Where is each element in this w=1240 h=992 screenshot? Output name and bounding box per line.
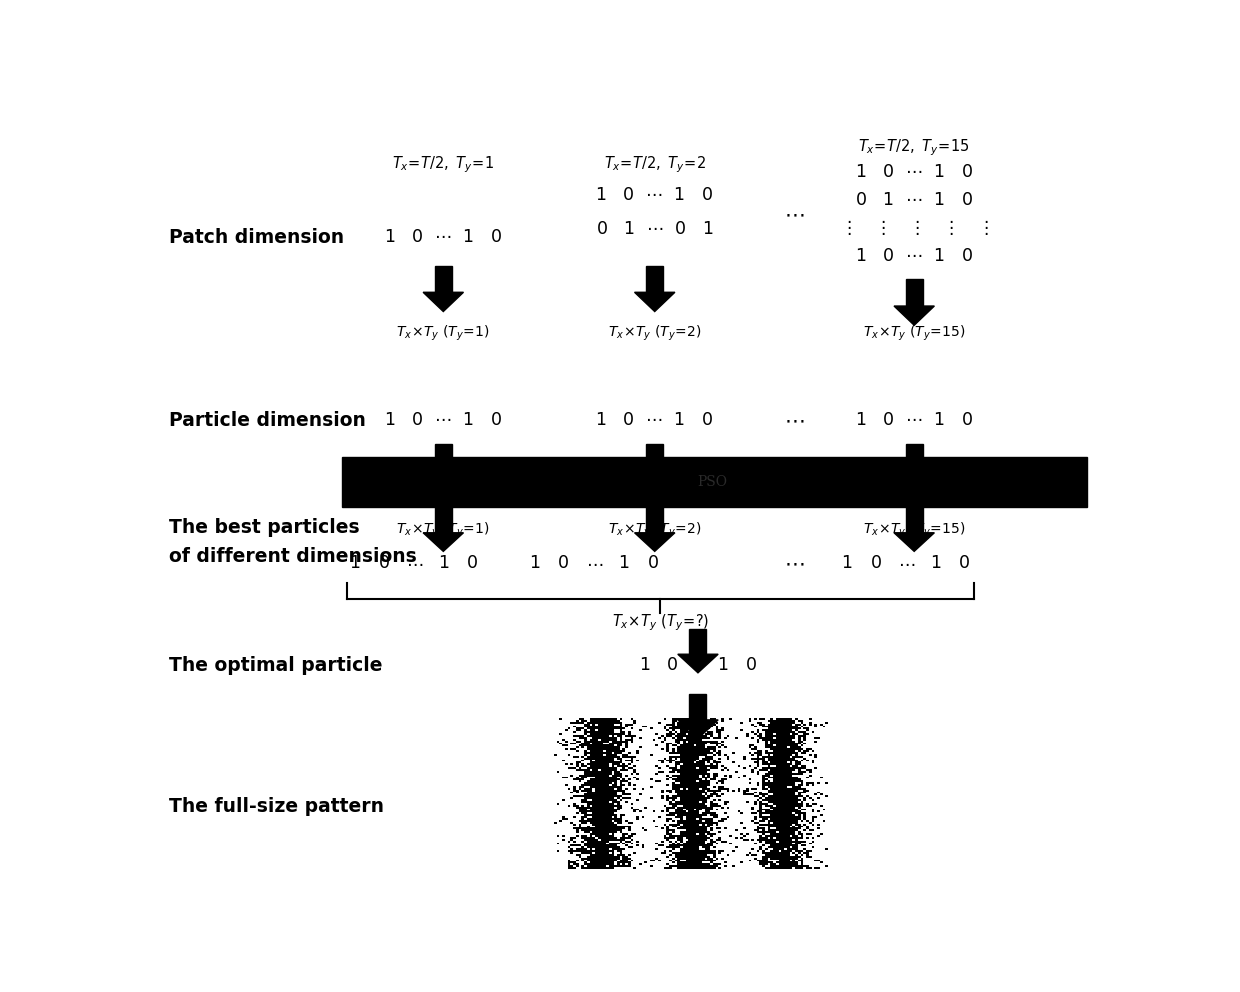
Text: The optimal particle: The optimal particle (170, 656, 383, 675)
Text: $1$: $1$ (529, 556, 541, 572)
Polygon shape (689, 694, 707, 720)
Text: $T_x\!\times\!T_y\ (T_y\!=\!?)$: $T_x\!\times\!T_y\ (T_y\!=\!?)$ (611, 612, 709, 633)
Polygon shape (894, 533, 935, 552)
Text: $0$: $0$ (869, 556, 882, 572)
Text: $0\ \ \ 1\ \ \cdots\ \ 1\ \ \ 0$: $0\ \ \ 1\ \ \cdots\ \ 1\ \ \ 0$ (854, 192, 973, 209)
Text: $1\ \ \ 0\ \ \cdots\ \ 1\ \ \ 0$: $1\ \ \ 0\ \ \cdots\ \ 1\ \ \ 0$ (595, 186, 714, 204)
Text: $T_x\!\times\!T_y\ (T_y\!=\!1)$: $T_x\!\times\!T_y\ (T_y\!=\!1)$ (397, 323, 490, 342)
Text: $\cdots$: $\cdots$ (784, 412, 805, 431)
Polygon shape (689, 629, 707, 654)
Polygon shape (894, 306, 935, 325)
Text: $T_x\!=\!T/2,\ T_y\!=\!1$: $T_x\!=\!T/2,\ T_y\!=\!1$ (392, 155, 495, 176)
Polygon shape (905, 507, 923, 533)
Text: $0$: $0$ (466, 556, 479, 572)
Text: $T_x\!=\!T/2,\ T_y\!=\!15$: $T_x\!=\!T/2,\ T_y\!=\!15$ (858, 137, 970, 158)
Text: $\cdots$: $\cdots$ (405, 556, 423, 572)
Text: $1$: $1$ (619, 556, 630, 572)
Text: $0$: $0$ (647, 556, 658, 572)
Text: $\cdots$: $\cdots$ (784, 555, 805, 573)
Text: $\cdots$: $\cdots$ (784, 205, 805, 224)
Text: Patch dimension: Patch dimension (170, 228, 345, 247)
Polygon shape (678, 720, 718, 738)
Text: $1$: $1$ (930, 556, 941, 572)
Polygon shape (905, 443, 923, 469)
Text: The best particles: The best particles (170, 518, 360, 538)
Text: The full-size pattern: The full-size pattern (170, 797, 384, 816)
Polygon shape (635, 469, 675, 488)
Text: $1$: $1$ (438, 556, 449, 572)
Text: $1\ \ \ 0\ \ \cdots\ \ 1\ \ \ 0$: $1\ \ \ 0\ \ \cdots\ \ 1\ \ \ 0$ (384, 413, 502, 430)
Text: $T_x\!\times\!T_y\ (T_y\!=\!1)$: $T_x\!\times\!T_y\ (T_y\!=\!1)$ (397, 521, 490, 540)
Polygon shape (678, 654, 718, 673)
Polygon shape (646, 507, 663, 533)
Polygon shape (423, 293, 464, 311)
Text: $0$: $0$ (959, 556, 970, 572)
Text: $\vdots\quad\vdots\quad\vdots\quad\vdots\quad\vdots$: $\vdots\quad\vdots\quad\vdots\quad\vdots… (839, 218, 988, 237)
Text: $1\ \ \ 0\ \ \cdots\ \ 1\ \ \ 0$: $1\ \ \ 0\ \ \cdots\ \ 1\ \ \ 0$ (854, 248, 973, 265)
Polygon shape (423, 533, 464, 552)
Polygon shape (905, 280, 923, 306)
Polygon shape (894, 469, 935, 488)
Text: $T_x\!\times\!T_y\ (T_y\!=\!2)$: $T_x\!\times\!T_y\ (T_y\!=\!2)$ (608, 323, 702, 342)
Text: $0$: $0$ (378, 556, 389, 572)
Text: $1\ \ \ 0\ \ \cdots\ \ 1\ \ \ 0$: $1\ \ \ 0\ \ \cdots\ \ 1\ \ \ 0$ (595, 413, 714, 430)
Text: $1\ \ \ 0\ \ \cdots\ \ 1\ \ \ 0$: $1\ \ \ 0\ \ \cdots\ \ 1\ \ \ 0$ (639, 657, 758, 674)
Text: $1$: $1$ (350, 556, 361, 572)
Text: $T_x\!\times\!T_y\ (T_y\!=\!15)$: $T_x\!\times\!T_y\ (T_y\!=\!15)$ (863, 323, 966, 342)
Bar (342, 456, 1087, 507)
Text: PSO: PSO (697, 475, 728, 489)
Polygon shape (435, 507, 451, 533)
Polygon shape (635, 533, 675, 552)
Polygon shape (635, 293, 675, 311)
Text: $\cdots$: $\cdots$ (587, 556, 604, 572)
Polygon shape (423, 469, 464, 488)
Text: of different dimensions: of different dimensions (170, 548, 417, 566)
Text: $1\ \ \ 0\ \ \cdots\ \ 1\ \ \ 0$: $1\ \ \ 0\ \ \cdots\ \ 1\ \ \ 0$ (854, 413, 973, 430)
Text: $1\ \ \ 0\ \ \cdots\ \ 1\ \ \ 0$: $1\ \ \ 0\ \ \cdots\ \ 1\ \ \ 0$ (384, 229, 502, 246)
Text: $1$: $1$ (841, 556, 853, 572)
Polygon shape (646, 443, 663, 469)
Polygon shape (646, 266, 663, 293)
Text: $T_x\!\times\!T_y\ (T_y\!=\!15)$: $T_x\!\times\!T_y\ (T_y\!=\!15)$ (863, 521, 966, 540)
Polygon shape (435, 443, 451, 469)
Text: Particle dimension: Particle dimension (170, 412, 366, 431)
Text: $0\ \ \ 1\ \ \cdots\ \ 0\ \ \ 1$: $0\ \ \ 1\ \ \cdots\ \ 0\ \ \ 1$ (595, 220, 714, 237)
Text: $0$: $0$ (558, 556, 569, 572)
Polygon shape (435, 266, 451, 293)
Text: $\cdots$: $\cdots$ (898, 556, 915, 572)
Text: $T_x\!\times\!T_y\ (T_y\!=\!2)$: $T_x\!\times\!T_y\ (T_y\!=\!2)$ (608, 521, 702, 540)
Text: $T_x\!=\!T/2,\ T_y\!=\!2$: $T_x\!=\!T/2,\ T_y\!=\!2$ (604, 155, 706, 176)
Text: $1\ \ \ 0\ \ \cdots\ \ 1\ \ \ 0$: $1\ \ \ 0\ \ \cdots\ \ 1\ \ \ 0$ (854, 164, 973, 181)
